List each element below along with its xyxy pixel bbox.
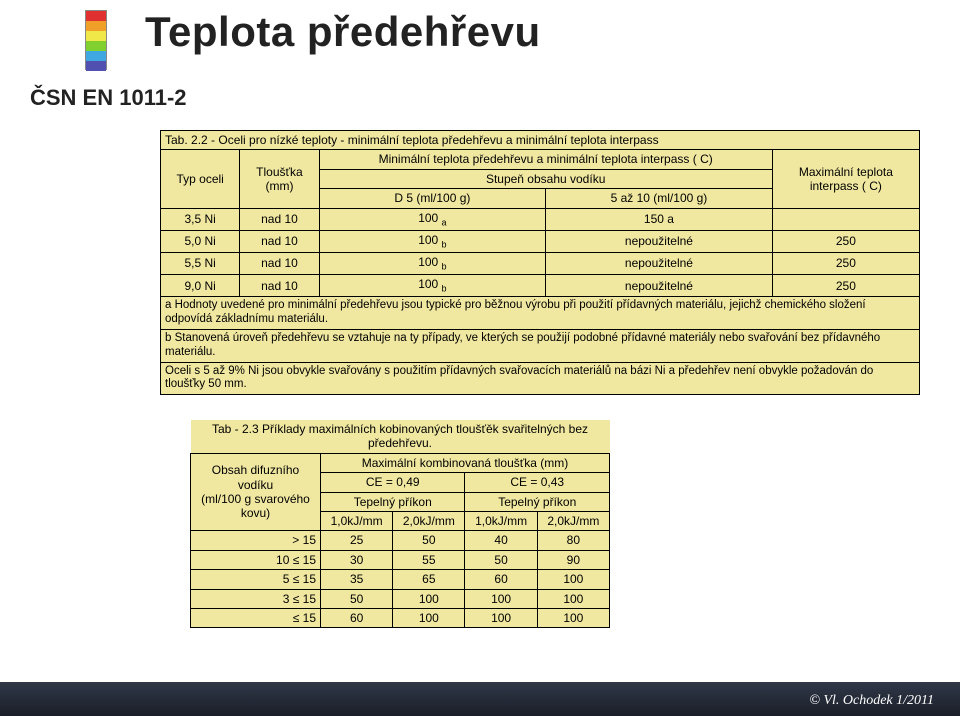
footer-text: © Vl. Ochodek 1/2011 [809,693,934,709]
cell: 40 [465,531,537,550]
table-row: 10 ≤ 1530555090 [191,550,610,569]
sub-10b: 1,0kJ/mm [465,511,537,530]
table-22-table: Tab. 2.2 - Oceli pro nízké teploty - min… [160,130,920,395]
note-b: b Stanovená úroveň předehřevu se vztahuj… [161,329,920,362]
cell: 3 ≤ 15 [191,589,321,608]
heat-color-strip [85,10,107,70]
cell: nepoužitelné [546,252,773,274]
cell: 3,5 Ni [161,208,240,230]
cell: 100 a [319,208,546,230]
cell: nad 10 [240,230,319,252]
cell [772,208,919,230]
table-row: 5,0 Ninad 10100 bnepoužitelné250 [161,230,920,252]
cell: ≤ 15 [191,608,321,627]
cell: 100 [465,608,537,627]
col-d5: D 5 (ml/100 g) [319,189,546,208]
cell: 100 [537,589,609,608]
table-row: 3,5 Ninad 10100 a150 a [161,208,920,230]
col-5-10: 5 až 10 (ml/100 g) [546,189,773,208]
col-min-span: Minimální teplota předehřevu a minimální… [319,150,772,169]
cell: > 15 [191,531,321,550]
cell: 65 [393,570,465,589]
col-hr1: Tepelný příkon [321,492,465,511]
sub-20b: 2,0kJ/mm [537,511,609,530]
cell: 250 [772,230,919,252]
note-a: a Hodnoty uvedené pro minimální předehře… [161,297,920,330]
table-row: 5 ≤ 15356560100 [191,570,610,589]
slide: Teplota předehřevu ČSN EN 1011-2 Tab. 2.… [0,0,960,716]
cell: 5,0 Ni [161,230,240,252]
cell: 5,5 Ni [161,252,240,274]
col-hydro: Stupeň obsahu vodíku [319,169,772,188]
cell: nepoužitelné [546,275,773,297]
cell: 50 [465,550,537,569]
col-ce1: CE = 0,49 [321,473,465,492]
page-title: Teplota předehřevu [145,8,541,56]
table-row: 5,5 Ninad 10100 bnepoužitelné250 [161,252,920,274]
cell: nad 10 [240,275,319,297]
table-23: Tab - 2.3 Příklady maximálních kobinovan… [190,420,610,628]
col-max: Maximální teplota interpass ( C) [772,150,919,208]
note-c: Oceli s 5 až 9% Ni jsou obvykle svařován… [161,362,920,395]
table22-caption: Tab. 2.2 - Oceli pro nízké teploty - min… [161,131,920,150]
cell: 55 [393,550,465,569]
cell: 100 [537,608,609,627]
cell: nepoužitelné [546,230,773,252]
cell: 100 [393,608,465,627]
table-22: Tab. 2.2 - Oceli pro nízké teploty - min… [160,130,920,395]
cell: 80 [537,531,609,550]
cell: 50 [321,589,393,608]
col-hr2: Tepelný příkon [465,492,610,511]
cell: 9,0 Ni [161,275,240,297]
table-row: 9,0 Ninad 10100 bnepoužitelné250 [161,275,920,297]
sub-10a: 1,0kJ/mm [321,511,393,530]
table-row: > 1525504080 [191,531,610,550]
cell: 100 [465,589,537,608]
table-row: ≤ 1560100100100 [191,608,610,627]
cell: nad 10 [240,252,319,274]
cell: 150 a [546,208,773,230]
standard-label: ČSN EN 1011-2 [30,85,187,111]
sub-20a: 2,0kJ/mm [393,511,465,530]
cell: 50 [393,531,465,550]
cell: 60 [321,608,393,627]
cell: 100 b [319,252,546,274]
cell: 25 [321,531,393,550]
cell: 100 [393,589,465,608]
col-maxspan: Maximální kombinovaná tloušťka (mm) [321,453,610,472]
footer-bar: © Vl. Ochodek 1/2011 [0,682,960,716]
cell: 5 ≤ 15 [191,570,321,589]
cell: 10 ≤ 15 [191,550,321,569]
col-diff: Obsah difuzního vodíku (ml/100 g svarové… [191,453,321,531]
table-23-table: Tab - 2.3 Příklady maximálních kobinovan… [190,420,610,628]
cell: 250 [772,275,919,297]
cell: 90 [537,550,609,569]
cell: 100 b [319,275,546,297]
cell: 30 [321,550,393,569]
col-type: Typ oceli [161,150,240,208]
cell: 100 b [319,230,546,252]
cell: 35 [321,570,393,589]
table-row: 3 ≤ 1550100100100 [191,589,610,608]
col-thick: Tloušťka (mm) [240,150,319,208]
cell: nad 10 [240,208,319,230]
cell: 250 [772,252,919,274]
col-ce2: CE = 0,43 [465,473,610,492]
cell: 100 [537,570,609,589]
cell: 60 [465,570,537,589]
table23-caption: Tab - 2.3 Příklady maximálních kobinovan… [191,420,610,453]
